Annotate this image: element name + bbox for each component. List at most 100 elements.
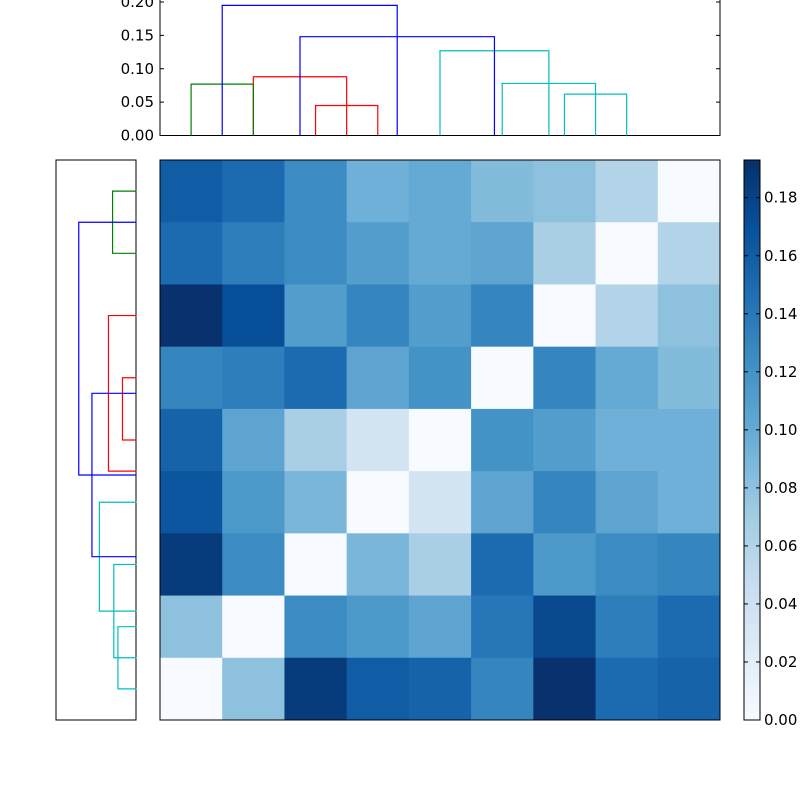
heatmap-cell	[160, 533, 223, 597]
left-dendrogram	[55, 159, 137, 721]
heatmap-cell	[595, 222, 659, 285]
heatmap-cell	[533, 222, 597, 285]
heatmap-cell	[222, 222, 285, 285]
heatmap-cell	[408, 222, 472, 285]
heatmap-cell	[160, 471, 223, 534]
colorbar-tick-label: 0.02	[764, 653, 797, 671]
heatmap-cell	[284, 346, 348, 410]
colorbar-gradient	[744, 160, 760, 720]
heatmap-cell	[346, 471, 410, 534]
heatmap-cell	[408, 346, 472, 410]
dendrogram-link	[221, 4, 398, 136]
heatmap-cell	[222, 533, 285, 597]
heatmap-cell	[408, 533, 472, 597]
heatmap-cell	[222, 284, 285, 348]
heatmap-cell	[408, 657, 472, 721]
heatmap-cell	[595, 595, 659, 659]
heatmap-cell	[346, 657, 410, 721]
heatmap-cell	[346, 160, 410, 223]
heatmap-cell	[160, 284, 223, 348]
top-dendrogram: 0.00 0.05 0.10 0.15 0.20	[121, 0, 721, 145]
heatmap-cell	[533, 533, 597, 597]
colorbar-tick-label: 0.00	[764, 711, 797, 729]
colorbar-tick-label: 0.12	[764, 363, 797, 381]
heatmap-cell	[408, 471, 472, 534]
heatmap-cell	[160, 346, 223, 410]
dendrogram-link	[78, 221, 137, 476]
heatmap-cell	[471, 533, 534, 597]
top-dendrogram-tick-label: 0.20	[121, 0, 154, 11]
heatmap-cell	[284, 471, 348, 534]
heatmap-cell	[471, 222, 534, 285]
colorbar-tick-label: 0.08	[764, 479, 797, 497]
colorbar-tick-label: 0.18	[764, 189, 797, 207]
colorbar-tick-label: 0.06	[764, 537, 797, 555]
heatmap-cell	[408, 160, 472, 223]
heatmap-cell	[657, 222, 721, 285]
heatmap	[159, 159, 721, 721]
heatmap-cell	[284, 533, 348, 597]
heatmap-cell	[471, 346, 534, 410]
heatmap-cell	[595, 408, 659, 472]
heatmap-cell	[657, 595, 721, 659]
heatmap-cell	[657, 346, 721, 410]
heatmap-cell	[533, 284, 597, 348]
top-dendrogram-tick-label: 0.10	[121, 60, 154, 78]
heatmap-cell	[657, 284, 721, 348]
heatmap-cell	[222, 408, 285, 472]
heatmap-cell	[346, 284, 410, 348]
heatmap-cell	[471, 284, 534, 348]
heatmap-cell	[346, 595, 410, 659]
heatmap-cell	[408, 284, 472, 348]
heatmap-cell	[533, 160, 597, 223]
heatmap-cell	[595, 346, 659, 410]
heatmap-cell	[284, 408, 348, 472]
heatmap-cell	[533, 657, 597, 721]
heatmap-cell	[471, 595, 534, 659]
heatmap-cell	[657, 408, 721, 472]
colorbar-tick-label: 0.14	[764, 305, 797, 323]
heatmap-cell	[284, 222, 348, 285]
heatmap-cell	[595, 533, 659, 597]
heatmap-cell	[284, 657, 348, 721]
heatmap-cell	[533, 595, 597, 659]
heatmap-frame	[159, 159, 721, 721]
colorbar-tick-label: 0.10	[764, 421, 797, 439]
heatmap-cell	[346, 408, 410, 472]
top-dendrogram-tick-label: 0.15	[121, 26, 154, 44]
heatmap-cell	[222, 160, 285, 223]
heatmap-cell	[533, 471, 597, 534]
heatmap-cell	[471, 408, 534, 472]
heatmap-cell	[408, 595, 472, 659]
heatmap-cell	[160, 595, 223, 659]
colorbar-tick-label: 0.04	[764, 595, 797, 613]
heatmap-cell	[160, 160, 223, 223]
heatmap-cell	[160, 408, 223, 472]
heatmap-cell	[346, 346, 410, 410]
heatmap-cell	[533, 346, 597, 410]
heatmap-cell	[222, 595, 285, 659]
dendrogram-link	[121, 377, 137, 441]
colorbar-tick-label: 0.16	[764, 247, 797, 265]
heatmap-cell	[657, 533, 721, 597]
heatmap-cell	[471, 471, 534, 534]
heatmap-cell	[657, 657, 721, 721]
colorbar-frame	[743, 159, 761, 721]
heatmap-cell	[284, 595, 348, 659]
colorbar: 0.00 0.02 0.04 0.06 0.08 0.10 0.12 0.14 0.16 0.18	[743, 159, 797, 729]
heatmap-cell	[595, 284, 659, 348]
heatmap-cell	[284, 160, 348, 223]
heatmap-cell	[346, 222, 410, 285]
heatmap-cell	[595, 471, 659, 534]
heatmap-cell	[160, 222, 223, 285]
heatmap-cell	[346, 533, 410, 597]
heatmap-cell	[595, 160, 659, 223]
heatmap-cell	[222, 657, 285, 721]
heatmap-cell	[471, 657, 534, 721]
heatmap-cell	[222, 471, 285, 534]
heatmap-cell	[160, 657, 223, 721]
heatmap-cell	[533, 408, 597, 472]
heatmap-cell	[657, 471, 721, 534]
heatmap-cell	[657, 160, 721, 223]
